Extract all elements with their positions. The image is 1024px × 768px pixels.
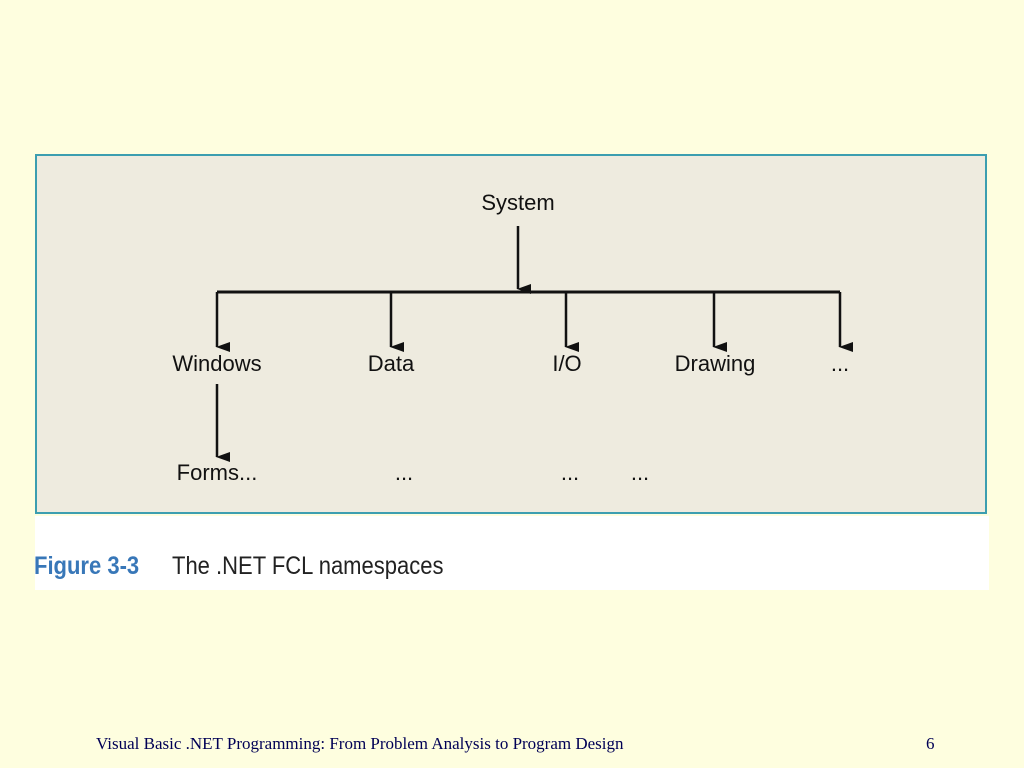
node-forms: Forms...: [177, 460, 258, 485]
node-more: ...: [831, 351, 849, 376]
node-io-sub: ...: [561, 460, 579, 485]
figure-caption: The .NET FCL namespaces: [172, 552, 444, 580]
footer-title: Visual Basic .NET Programming: From Prob…: [96, 734, 624, 753]
node-data-sub: ...: [395, 460, 413, 485]
figure-number: Figure 3-3: [34, 552, 140, 580]
node-windows: Windows: [172, 351, 261, 376]
node-io: I/O: [552, 351, 581, 376]
node-drawing-sub: ...: [631, 460, 649, 485]
figure-box: [35, 154, 987, 514]
node-system: System: [481, 190, 554, 215]
node-drawing: Drawing: [675, 351, 756, 376]
page-number: 6: [926, 734, 935, 753]
caption-band: [35, 516, 989, 590]
node-data: Data: [368, 351, 415, 376]
